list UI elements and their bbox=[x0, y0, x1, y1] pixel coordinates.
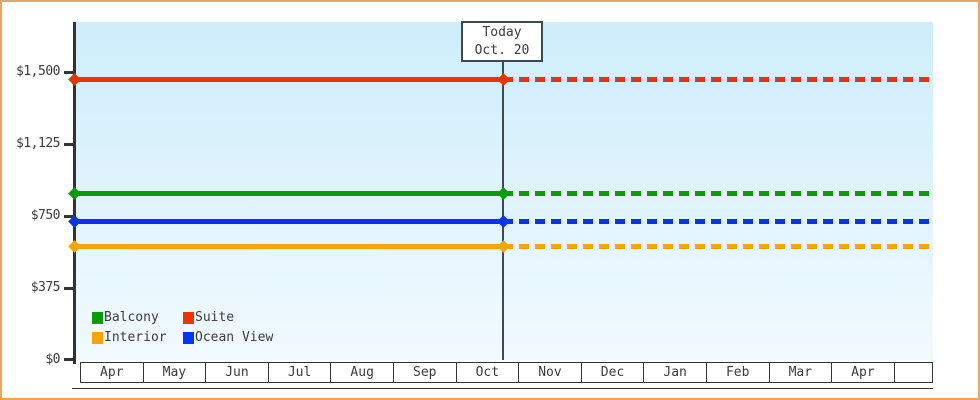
month-cell: Jul bbox=[269, 363, 332, 382]
legend-label: Suite bbox=[195, 310, 235, 325]
y-tick bbox=[64, 215, 73, 218]
y-tick bbox=[64, 287, 73, 290]
y-tick-label: $0 bbox=[45, 352, 60, 367]
legend-item-balcony: Balcony bbox=[92, 311, 183, 325]
y-axis-line bbox=[73, 22, 76, 364]
month-cell: Mar bbox=[770, 363, 833, 382]
month-cell-empty bbox=[895, 363, 932, 382]
today-date: Oct. 20 bbox=[474, 43, 530, 58]
legend-item-interior: Interior bbox=[92, 331, 183, 345]
month-cell: Dec bbox=[582, 363, 645, 382]
month-cell: Apr bbox=[81, 363, 144, 382]
y-tick-label: $375 bbox=[30, 280, 61, 295]
legend-label: Ocean View bbox=[195, 330, 274, 345]
today-vertical-line bbox=[502, 60, 504, 360]
y-tick bbox=[64, 358, 73, 361]
y-tick-label: $750 bbox=[30, 208, 61, 223]
month-cell: Jan bbox=[644, 363, 707, 382]
today-annotation: Today Oct. 20 bbox=[461, 21, 543, 62]
legend-item-suite: Suite bbox=[183, 311, 273, 325]
x-axis-month-row: Apr May Jun Jul Aug Sep Oct Nov Dec Jan … bbox=[80, 362, 933, 383]
y-tick-label: $1,125 bbox=[16, 136, 60, 151]
y-tick-label: $1,500 bbox=[16, 64, 60, 79]
today-label: Today bbox=[482, 25, 522, 40]
legend-item-ocean-view: Ocean View bbox=[183, 331, 273, 345]
month-cell: Jun bbox=[206, 363, 269, 382]
legend-label: Balcony bbox=[104, 310, 159, 325]
x-axis-baseline bbox=[72, 388, 933, 389]
balcony-swatch-icon bbox=[92, 312, 103, 324]
month-cell: Apr bbox=[832, 363, 895, 382]
month-cell: Feb bbox=[707, 363, 770, 382]
month-cell: Nov bbox=[519, 363, 582, 382]
month-cell: Oct bbox=[457, 363, 520, 382]
month-cell: Aug bbox=[331, 363, 394, 382]
legend: Balcony Suite Interior Ocean View bbox=[92, 311, 273, 345]
ocean-view-swatch-icon bbox=[183, 332, 194, 344]
suite-swatch-icon bbox=[183, 312, 194, 324]
interior-swatch-icon bbox=[92, 332, 103, 344]
y-tick bbox=[64, 71, 73, 74]
legend-label: Interior bbox=[104, 330, 167, 345]
month-cell: Sep bbox=[394, 363, 457, 382]
month-cell: May bbox=[144, 363, 207, 382]
y-tick bbox=[64, 143, 73, 146]
